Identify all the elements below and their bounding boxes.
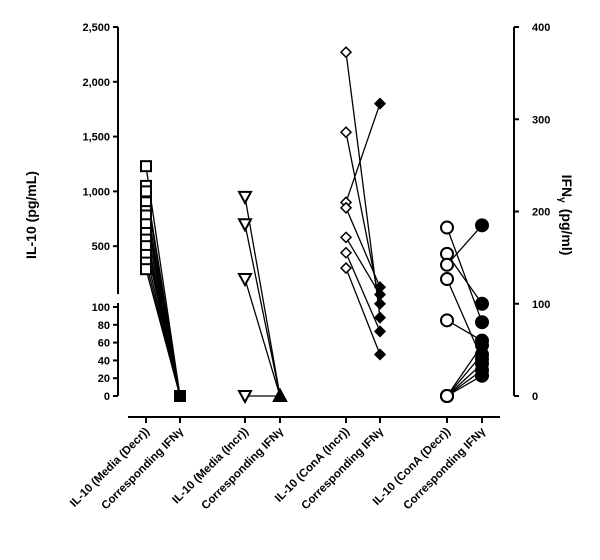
left-axis-tick-label: 1,000 [82, 186, 110, 198]
right-axis-tick-label: 0 [532, 391, 538, 403]
pair-connector [145, 269, 181, 397]
data-point-open-circle [440, 272, 454, 287]
pair-connector [446, 224, 483, 266]
left-axis-tick-label: 0 [104, 391, 110, 403]
data-point-open-down-triangle [237, 218, 253, 233]
right-axis-title: IFNγ (pg/ml) [556, 175, 575, 256]
left-axis-tick-label: 80 [98, 320, 110, 332]
data-point-filled-circle [475, 338, 489, 353]
data-point-open-down-triangle [237, 273, 253, 288]
data-point-open-diamond [339, 246, 353, 259]
left-axis-tick-label: 40 [98, 355, 110, 367]
data-point-open-diamond [339, 262, 353, 275]
connectors [145, 52, 483, 397]
pair-connector [345, 237, 381, 295]
data-point-filled-circle [475, 218, 489, 233]
pair-connector [345, 103, 381, 203]
pair-connector [244, 224, 281, 397]
data-point-filled-square [174, 390, 186, 402]
left-axis-tick-label: 60 [98, 338, 110, 350]
pair-connector [345, 252, 381, 332]
pair-connector [345, 267, 381, 355]
data-point-open-square [140, 185, 152, 198]
left-axis-title: IL-10 (pg/mL) [23, 171, 39, 259]
pair-connector [345, 132, 381, 304]
data-point-open-diamond [339, 126, 353, 139]
data-point-open-square [140, 160, 152, 173]
right-axis-tick-label: 100 [532, 299, 550, 311]
data-point-open-square [140, 263, 152, 276]
data-point-filled-circle [475, 315, 489, 330]
left-axis-tick-label: 20 [98, 373, 110, 385]
data-point-open-circle [440, 389, 454, 403]
left-axis-tick-label: 2,000 [82, 77, 110, 89]
data-point-open-down-triangle [237, 390, 253, 405]
data-point-open-down-triangle [237, 190, 253, 205]
data-point-filled-diamond [373, 97, 387, 110]
right-axis-title-unit: (pg/ml) [559, 209, 575, 256]
markers [140, 46, 489, 405]
data-point-filled-diamond [373, 297, 387, 310]
pair-connector [345, 207, 381, 288]
left-axis-tick-label: 2,500 [82, 22, 110, 34]
data-point-open-circle [440, 220, 454, 235]
data-point-filled-diamond [373, 348, 387, 361]
right-axis-tick-label: 400 [532, 22, 550, 34]
right-axis-title-main: IFN [559, 175, 575, 198]
pair-connector [244, 196, 281, 397]
left-axis-tick-label: 500 [92, 241, 110, 253]
data-point-open-diamond [339, 201, 353, 214]
data-point-open-circle [440, 257, 454, 272]
right-axis-title-greek: γ [556, 197, 567, 203]
right-axis-tick-label: 300 [532, 114, 550, 126]
data-point-filled-diamond [373, 325, 387, 338]
data-point-filled-diamond [373, 311, 387, 324]
left-axis-tick-label: 1,500 [82, 132, 110, 144]
left-axis-tick-label: 100 [92, 302, 110, 314]
data-point-filled-circle [475, 296, 489, 311]
data-point-open-diamond [339, 46, 353, 59]
pair-connector [244, 278, 281, 397]
data-point-filled-up-triangle [272, 387, 288, 402]
data-point-open-diamond [339, 231, 353, 244]
axes [113, 26, 519, 423]
right-axis-tick-label: 200 [532, 207, 550, 219]
data-point-open-circle [440, 313, 454, 328]
data-point-filled-diamond [373, 288, 387, 301]
